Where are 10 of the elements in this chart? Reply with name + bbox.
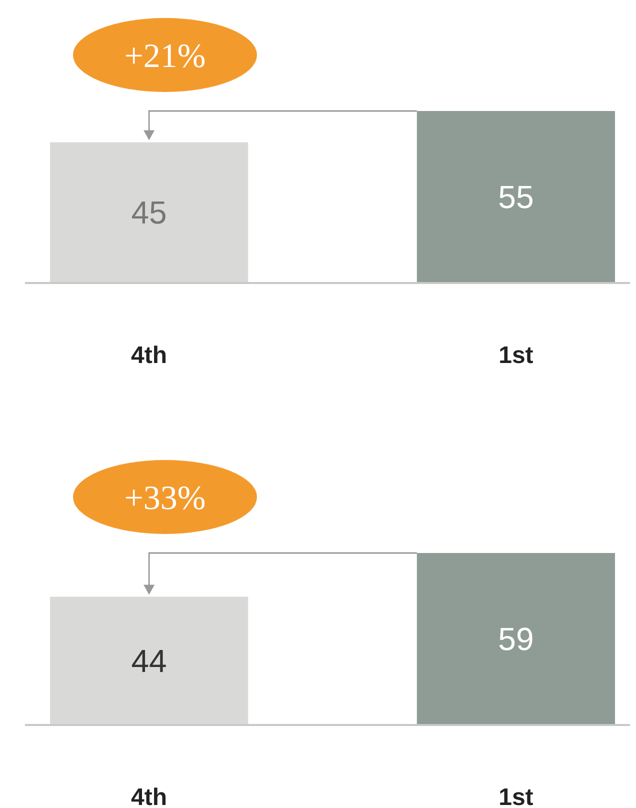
data-label: 45 — [131, 194, 167, 231]
text: +33% — [124, 480, 206, 517]
text: +21% — [124, 38, 206, 75]
data-label: 59 — [498, 621, 534, 657]
data-label: 44 — [131, 642, 167, 679]
x-tick-label: 1st — [498, 342, 534, 369]
x-tick-label: 4th — [131, 784, 168, 808]
x-tick-label: 4th — [131, 342, 168, 369]
data-label: 55 — [498, 179, 534, 215]
x-tick-label: 1st — [498, 784, 534, 808]
